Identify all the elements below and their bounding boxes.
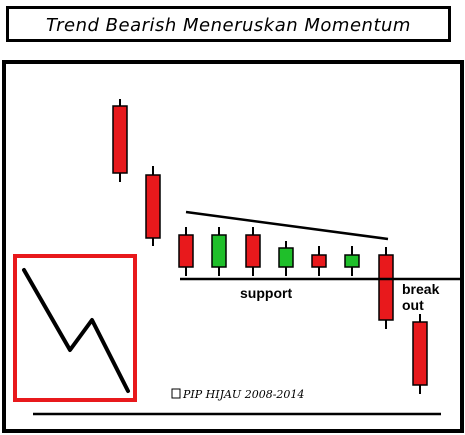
candle-7 xyxy=(311,246,327,276)
candle-1 xyxy=(112,99,128,182)
candle-6 xyxy=(278,241,294,276)
pattern-inset-box xyxy=(13,254,137,402)
copyright-text: PIP HIJAU 2008-2014 xyxy=(182,388,304,401)
breakout-label-line2: out xyxy=(402,297,424,313)
candle-8 xyxy=(344,246,360,276)
pattern-zigzag-line xyxy=(22,268,130,393)
support-label: support xyxy=(240,285,292,301)
copyright-symbol-box xyxy=(171,388,181,399)
breakout-label-line1: break xyxy=(402,281,440,297)
candle-10 xyxy=(412,314,428,394)
candle-9-breakout xyxy=(378,247,394,329)
candle-3 xyxy=(178,227,194,276)
candle-5 xyxy=(245,227,261,276)
candle-4 xyxy=(211,227,227,276)
title-box: Trend Bearish Meneruskan Momentum xyxy=(6,6,451,42)
candle-2 xyxy=(145,166,161,246)
resistance-trendline xyxy=(185,210,389,241)
page-title: Trend Bearish Meneruskan Momentum xyxy=(46,15,411,36)
